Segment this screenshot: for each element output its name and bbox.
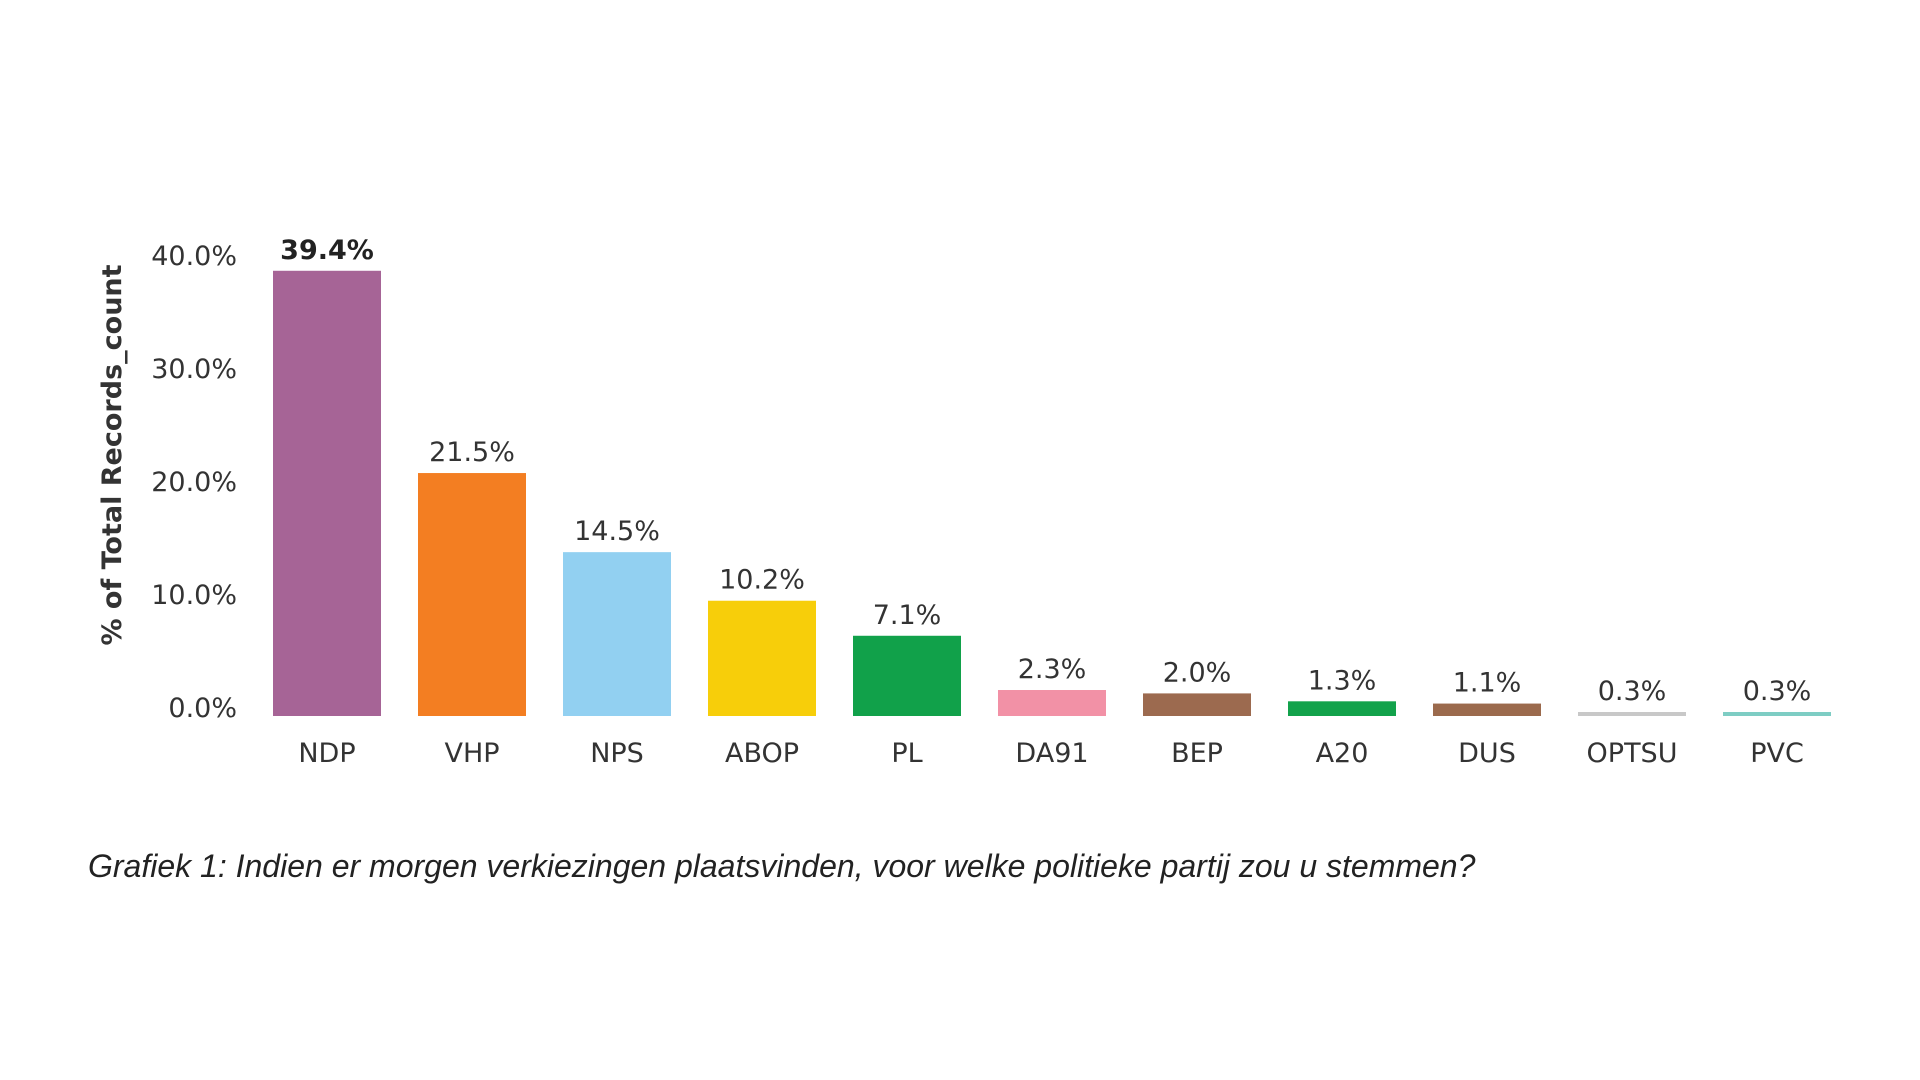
x-tick-label-abop: ABOP (725, 738, 799, 769)
data-labels: 39.4% 21.5% 14.5% 10.2% 7.1% 2.3% 2.0% 1.3% 1.1%… (280, 235, 1811, 707)
bar-pvc (1723, 712, 1831, 716)
data-label-vhp: 21.5% (429, 437, 515, 468)
y-tick-label: 30.0% (151, 354, 237, 385)
x-tick-label-dus: DUS (1458, 738, 1516, 769)
bar-abop (708, 600, 816, 716)
x-axis: NDP VHP NPS ABOP PL DA91 BEP A20 DUS OPTSU PVC (298, 738, 1803, 769)
x-tick-label-ndp: NDP (298, 738, 355, 769)
data-label-abop: 10.2% (719, 565, 805, 596)
bar-ndp (273, 270, 381, 716)
x-tick-label-pl: PL (891, 738, 922, 769)
bar-bep (1143, 693, 1251, 716)
data-label-nps: 14.5% (574, 516, 660, 547)
data-label-a20: 1.3% (1308, 665, 1377, 696)
bar-optsu (1578, 712, 1686, 716)
y-axis: 0.0% 10.0% 20.0% 30.0% 40.0% (151, 241, 237, 724)
y-axis-title: % of Total Records_count (97, 264, 128, 645)
bar-dus (1433, 703, 1541, 716)
bar-da91 (998, 690, 1106, 716)
bar-a20 (1288, 701, 1396, 716)
bars (273, 270, 1831, 716)
data-label-ndp: 39.4% (280, 235, 374, 266)
bar-nps (563, 552, 671, 716)
data-label-dus: 1.1% (1453, 668, 1522, 699)
x-tick-label-a20: A20 (1316, 738, 1369, 769)
x-tick-label-da91: DA91 (1015, 738, 1088, 769)
data-label-da91: 2.3% (1018, 654, 1087, 685)
x-tick-label-bep: BEP (1171, 738, 1223, 769)
x-tick-label-vhp: VHP (444, 738, 499, 769)
x-tick-label-pvc: PVC (1750, 738, 1804, 769)
bar-pl (853, 635, 961, 716)
bar-vhp (418, 473, 526, 716)
x-tick-label-nps: NPS (590, 738, 644, 769)
chart-caption: Grafiek 1: Indien er morgen verkiezingen… (88, 848, 1476, 884)
y-tick-label: 40.0% (151, 241, 237, 272)
data-label-pvc: 0.3% (1743, 676, 1812, 707)
data-label-optsu: 0.3% (1598, 676, 1667, 707)
y-tick-label: 0.0% (168, 693, 237, 724)
x-tick-label-optsu: OPTSU (1587, 738, 1678, 769)
data-label-pl: 7.1% (873, 600, 942, 631)
y-tick-label: 20.0% (151, 467, 237, 498)
data-label-bep: 2.0% (1163, 657, 1232, 688)
y-tick-label: 10.0% (151, 580, 237, 611)
